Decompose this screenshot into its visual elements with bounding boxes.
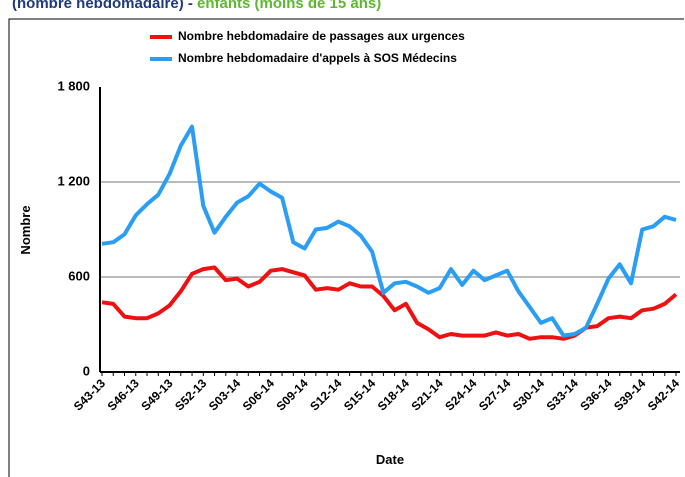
y-tick-label: 0 bbox=[83, 363, 90, 378]
legend-label: Nombre hebdomadaire d'appels à SOS Médec… bbox=[178, 51, 457, 65]
y-tick-label: 1 800 bbox=[57, 78, 90, 93]
x-tick-label: S46-13 bbox=[105, 376, 142, 413]
x-tick-label: S33-14 bbox=[544, 376, 581, 413]
title-part: enfants (moins de 15 ans) bbox=[197, 0, 381, 12]
y-tick-label: 600 bbox=[68, 268, 90, 283]
x-tick-label: S49-13 bbox=[138, 376, 175, 413]
y-tick-label: 1 200 bbox=[57, 173, 90, 188]
x-tick-label: S24-14 bbox=[442, 376, 479, 413]
legend-label: Nombre hebdomadaire de passages aux urge… bbox=[178, 29, 465, 43]
x-tick-label: S39-14 bbox=[611, 376, 648, 413]
x-tick-label: S52-13 bbox=[172, 376, 209, 413]
x-tick-label: S43-13 bbox=[71, 376, 108, 413]
frame bbox=[8, 18, 684, 477]
title-part: (nombre hebdomadaire) - bbox=[12, 0, 197, 12]
x-tick-label: S30-14 bbox=[510, 376, 547, 413]
x-tick-label: S12-14 bbox=[307, 376, 344, 413]
series-line bbox=[101, 124, 677, 338]
x-tick-label: S21-14 bbox=[409, 376, 446, 413]
series-line bbox=[101, 265, 678, 341]
x-tick-label: S36-14 bbox=[577, 376, 614, 413]
x-axis-label: Date bbox=[376, 452, 404, 467]
x-tick-label: S15-14 bbox=[341, 376, 378, 413]
x-tick-label: S42-14 bbox=[645, 376, 682, 413]
chart-title: (nombre hebdomadaire) - enfants (moins d… bbox=[12, 0, 381, 12]
y-axis-label: Nombre bbox=[18, 205, 33, 254]
x-tick-label: S27-14 bbox=[476, 376, 513, 413]
x-tick-label: S18-14 bbox=[375, 376, 412, 413]
x-tick-label: S09-14 bbox=[273, 376, 310, 413]
x-tick-label: S06-14 bbox=[240, 376, 277, 413]
x-tick-label: S03-14 bbox=[206, 376, 243, 413]
